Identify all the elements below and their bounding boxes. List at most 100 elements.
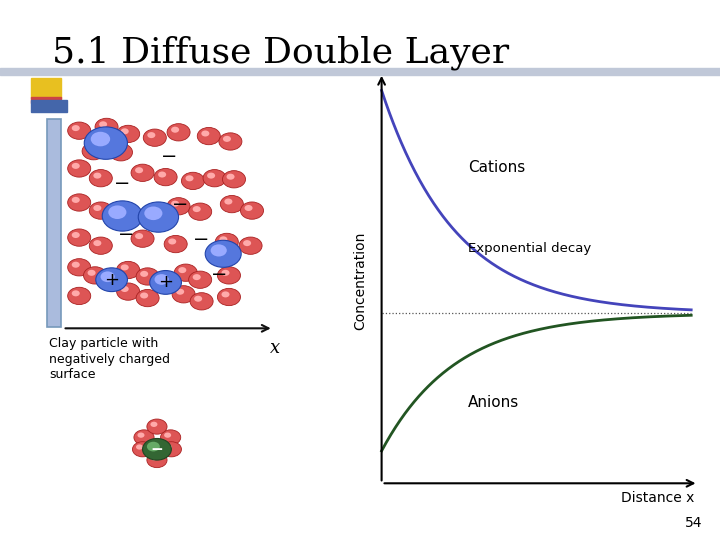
Circle shape	[222, 171, 246, 188]
Circle shape	[240, 202, 264, 219]
Bar	[47, 119, 61, 327]
Circle shape	[193, 206, 201, 212]
Circle shape	[217, 288, 240, 306]
Circle shape	[136, 289, 159, 307]
Circle shape	[190, 293, 213, 310]
Circle shape	[109, 144, 132, 161]
Circle shape	[99, 122, 107, 127]
Bar	[31, 78, 61, 98]
Circle shape	[161, 442, 181, 457]
Circle shape	[189, 271, 212, 288]
Circle shape	[150, 422, 158, 427]
Text: −: −	[212, 266, 228, 285]
Circle shape	[147, 442, 160, 451]
Circle shape	[140, 271, 148, 277]
Circle shape	[161, 430, 181, 445]
Circle shape	[68, 122, 91, 139]
Circle shape	[220, 237, 228, 242]
Text: x: x	[270, 339, 280, 356]
Text: Concentration: Concentration	[353, 232, 367, 330]
Text: Exponential decay: Exponential decay	[468, 242, 592, 255]
Circle shape	[164, 433, 171, 438]
Circle shape	[135, 233, 143, 239]
Circle shape	[225, 199, 233, 205]
Circle shape	[68, 229, 91, 246]
Text: −: −	[194, 231, 210, 249]
Text: −: −	[150, 442, 163, 457]
Text: Distance x: Distance x	[621, 491, 695, 505]
Circle shape	[121, 286, 129, 292]
Text: Clay particle with
negatively charged
surface: Clay particle with negatively charged su…	[49, 338, 170, 381]
Circle shape	[96, 268, 127, 292]
Circle shape	[94, 205, 102, 211]
Circle shape	[140, 293, 148, 299]
Bar	[31, 100, 67, 112]
Circle shape	[84, 127, 127, 159]
Circle shape	[243, 240, 251, 246]
Text: +: +	[158, 273, 173, 292]
Circle shape	[168, 239, 176, 245]
Circle shape	[94, 173, 102, 179]
Circle shape	[108, 205, 127, 219]
Circle shape	[143, 438, 171, 460]
Circle shape	[239, 237, 262, 254]
Circle shape	[158, 172, 166, 178]
Circle shape	[72, 197, 80, 203]
Circle shape	[223, 136, 231, 142]
Circle shape	[136, 444, 143, 450]
Text: −: −	[118, 226, 134, 244]
Circle shape	[172, 286, 195, 303]
Circle shape	[89, 237, 112, 254]
Circle shape	[131, 164, 154, 181]
Circle shape	[207, 173, 215, 179]
Circle shape	[155, 274, 168, 285]
Circle shape	[202, 131, 210, 137]
Circle shape	[102, 201, 143, 231]
Circle shape	[143, 129, 166, 146]
Circle shape	[164, 235, 187, 253]
Text: Cations: Cations	[468, 160, 526, 175]
Circle shape	[68, 259, 91, 276]
Circle shape	[222, 270, 230, 276]
Circle shape	[181, 172, 204, 190]
Circle shape	[95, 118, 118, 136]
Circle shape	[88, 270, 96, 276]
Circle shape	[72, 163, 80, 169]
Circle shape	[217, 267, 240, 284]
Circle shape	[117, 283, 140, 300]
Circle shape	[117, 125, 140, 143]
Circle shape	[72, 232, 80, 238]
Circle shape	[68, 194, 91, 211]
Circle shape	[179, 267, 186, 273]
Circle shape	[89, 170, 112, 187]
Circle shape	[186, 176, 194, 181]
Circle shape	[167, 198, 190, 215]
Circle shape	[72, 125, 80, 131]
Circle shape	[165, 444, 172, 450]
Text: Anions: Anions	[468, 395, 520, 410]
Text: −: −	[172, 196, 188, 214]
Circle shape	[215, 233, 238, 251]
Circle shape	[121, 265, 129, 271]
Circle shape	[150, 271, 181, 294]
Circle shape	[82, 143, 105, 160]
Circle shape	[121, 129, 129, 134]
Circle shape	[135, 167, 143, 173]
Circle shape	[174, 264, 197, 281]
Circle shape	[154, 168, 177, 186]
Circle shape	[197, 127, 220, 145]
Circle shape	[194, 296, 202, 302]
Circle shape	[132, 442, 153, 457]
Circle shape	[220, 195, 243, 213]
Circle shape	[94, 240, 102, 246]
Circle shape	[189, 203, 212, 220]
Text: +: +	[104, 271, 119, 289]
Circle shape	[171, 201, 179, 207]
Circle shape	[136, 268, 159, 285]
Circle shape	[89, 202, 112, 219]
Circle shape	[147, 419, 167, 434]
Circle shape	[203, 170, 226, 187]
Circle shape	[72, 262, 80, 268]
Circle shape	[86, 146, 94, 152]
Circle shape	[117, 261, 140, 279]
